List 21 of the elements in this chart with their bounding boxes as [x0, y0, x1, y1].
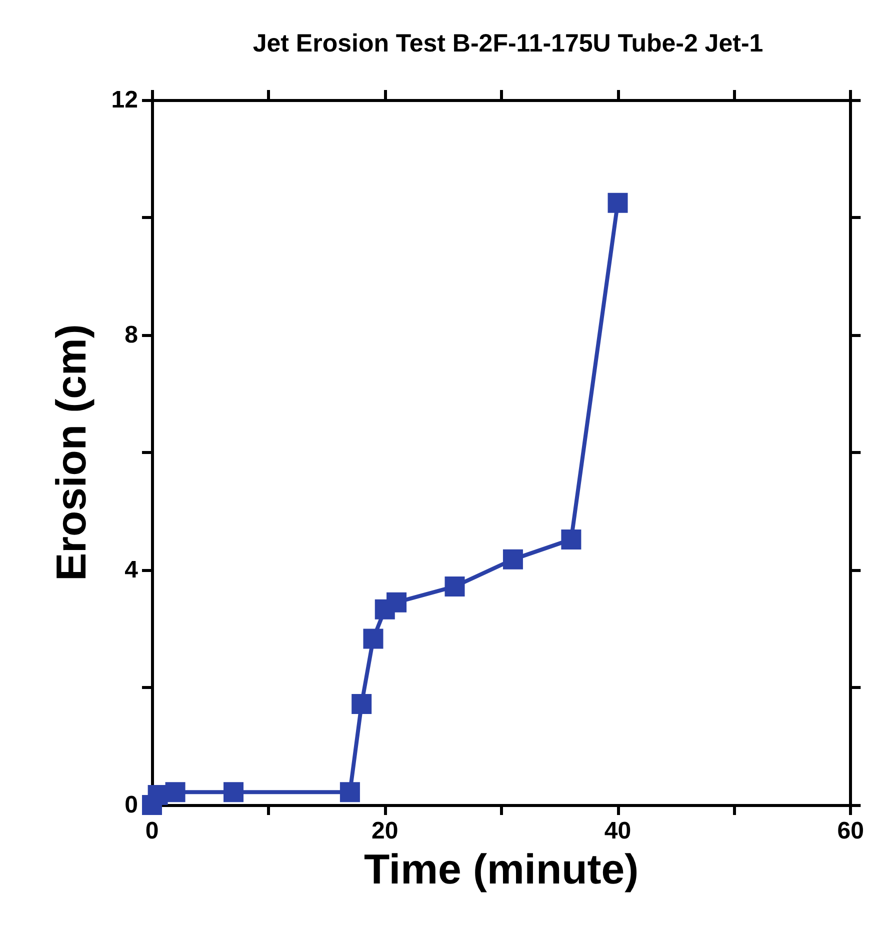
- x-tick-label: 0: [145, 818, 159, 844]
- y-axis-title: Erosion (cm): [48, 324, 94, 581]
- point: [502, 549, 523, 570]
- x-tick-label: 60: [837, 818, 864, 844]
- y-tick-label: 8: [124, 322, 138, 348]
- point: [224, 782, 244, 802]
- point: [340, 782, 360, 802]
- y-tick-label: 0: [124, 792, 138, 818]
- x-tick-label: 20: [372, 818, 398, 844]
- point: [444, 576, 465, 596]
- y-tick-label: 12: [111, 86, 138, 114]
- x-axis-title: Time (minute): [364, 845, 639, 892]
- point: [561, 529, 582, 550]
- point: [386, 592, 407, 612]
- point: [363, 628, 384, 649]
- chart-title: Jet Erosion Test B-2F-11-175U Tube-2 Jet-1: [252, 30, 764, 58]
- point: [608, 192, 628, 213]
- x-tick-label: 40: [604, 818, 632, 844]
- y-tick-label: 4: [124, 556, 139, 584]
- point: [352, 694, 372, 714]
- point: [165, 782, 186, 802]
